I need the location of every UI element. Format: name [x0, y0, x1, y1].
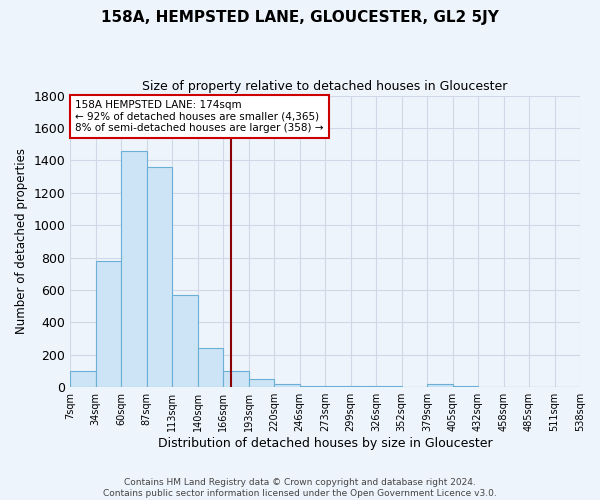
- Bar: [350, 386, 376, 387]
- Bar: [427, 384, 452, 387]
- Bar: [274, 384, 299, 387]
- Bar: [121, 150, 147, 387]
- Bar: [248, 379, 274, 387]
- Bar: [172, 295, 198, 387]
- Bar: [325, 386, 350, 387]
- Bar: [376, 386, 401, 387]
- X-axis label: Distribution of detached houses by size in Gloucester: Distribution of detached houses by size …: [158, 437, 493, 450]
- Bar: [198, 348, 223, 387]
- Y-axis label: Number of detached properties: Number of detached properties: [15, 148, 28, 334]
- Bar: [299, 386, 325, 387]
- Bar: [96, 261, 121, 387]
- Bar: [452, 386, 478, 387]
- Bar: [70, 371, 96, 387]
- Text: 158A HEMPSTED LANE: 174sqm
← 92% of detached houses are smaller (4,365)
8% of se: 158A HEMPSTED LANE: 174sqm ← 92% of deta…: [76, 100, 324, 133]
- Text: Contains HM Land Registry data © Crown copyright and database right 2024.
Contai: Contains HM Land Registry data © Crown c…: [103, 478, 497, 498]
- Bar: [223, 371, 248, 387]
- Bar: [147, 167, 172, 387]
- Text: 158A, HEMPSTED LANE, GLOUCESTER, GL2 5JY: 158A, HEMPSTED LANE, GLOUCESTER, GL2 5JY: [101, 10, 499, 25]
- Title: Size of property relative to detached houses in Gloucester: Size of property relative to detached ho…: [142, 80, 508, 93]
